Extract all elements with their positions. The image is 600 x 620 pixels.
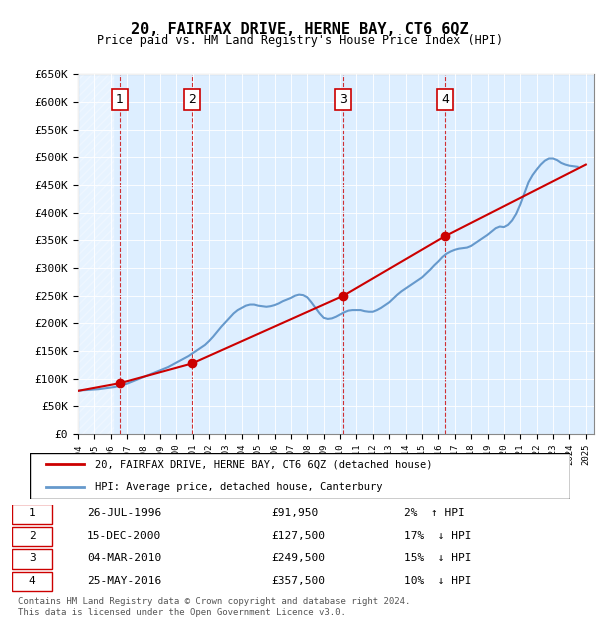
Text: 20, FAIRFAX DRIVE, HERNE BAY, CT6 6QZ (detached house): 20, FAIRFAX DRIVE, HERNE BAY, CT6 6QZ (d… — [95, 459, 432, 469]
Text: 20, FAIRFAX DRIVE, HERNE BAY, CT6 6QZ: 20, FAIRFAX DRIVE, HERNE BAY, CT6 6QZ — [131, 22, 469, 37]
Text: 1: 1 — [29, 508, 35, 518]
Text: 2: 2 — [188, 93, 196, 106]
FancyBboxPatch shape — [12, 527, 52, 546]
Text: HPI: Average price, detached house, Canterbury: HPI: Average price, detached house, Cant… — [95, 482, 382, 492]
Text: 2: 2 — [29, 531, 35, 541]
Text: £357,500: £357,500 — [271, 576, 325, 586]
FancyBboxPatch shape — [12, 572, 52, 591]
Text: 26-JUL-1996: 26-JUL-1996 — [87, 508, 161, 518]
Text: 4: 4 — [29, 576, 35, 586]
Text: 10%  ↓ HPI: 10% ↓ HPI — [404, 576, 471, 586]
Text: 4: 4 — [441, 93, 449, 106]
Text: 04-MAR-2010: 04-MAR-2010 — [87, 554, 161, 564]
Text: 15-DEC-2000: 15-DEC-2000 — [87, 531, 161, 541]
FancyBboxPatch shape — [12, 504, 52, 524]
Bar — [78, 74, 114, 434]
FancyBboxPatch shape — [12, 549, 52, 569]
FancyBboxPatch shape — [30, 453, 570, 499]
Text: £127,500: £127,500 — [271, 531, 325, 541]
Text: 3: 3 — [29, 554, 35, 564]
Text: 25-MAY-2016: 25-MAY-2016 — [87, 576, 161, 586]
Text: Price paid vs. HM Land Registry's House Price Index (HPI): Price paid vs. HM Land Registry's House … — [97, 34, 503, 47]
Text: 1: 1 — [116, 93, 124, 106]
Text: Contains HM Land Registry data © Crown copyright and database right 2024.
This d: Contains HM Land Registry data © Crown c… — [18, 598, 410, 617]
Text: 2%  ↑ HPI: 2% ↑ HPI — [404, 508, 464, 518]
Text: 3: 3 — [339, 93, 347, 106]
Text: £91,950: £91,950 — [271, 508, 319, 518]
Text: 15%  ↓ HPI: 15% ↓ HPI — [404, 554, 471, 564]
Text: £249,500: £249,500 — [271, 554, 325, 564]
Text: 17%  ↓ HPI: 17% ↓ HPI — [404, 531, 471, 541]
